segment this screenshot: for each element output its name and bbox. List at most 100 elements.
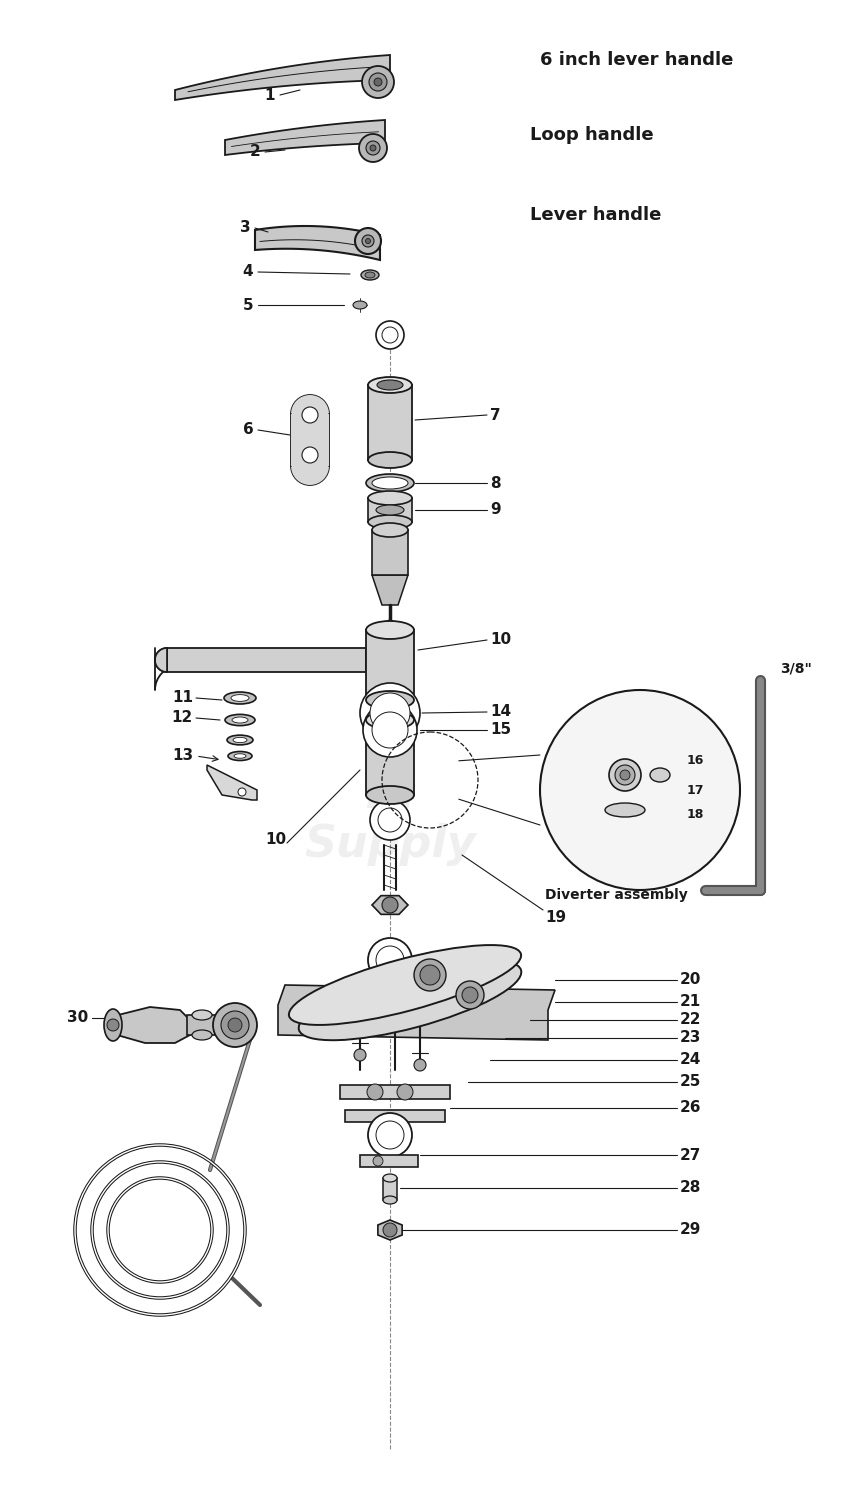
Circle shape bbox=[238, 789, 245, 796]
Circle shape bbox=[396, 1084, 412, 1100]
Ellipse shape bbox=[367, 452, 412, 468]
Bar bbox=[360, 1156, 417, 1167]
Circle shape bbox=[383, 1223, 396, 1238]
Ellipse shape bbox=[353, 301, 366, 309]
Bar bbox=[340, 1085, 450, 1099]
Circle shape bbox=[376, 321, 404, 349]
Text: 23: 23 bbox=[679, 1030, 700, 1045]
Text: 10: 10 bbox=[265, 832, 285, 847]
Ellipse shape bbox=[366, 786, 413, 804]
Polygon shape bbox=[371, 896, 407, 914]
Circle shape bbox=[376, 945, 404, 974]
Circle shape bbox=[608, 759, 640, 792]
Circle shape bbox=[376, 1121, 404, 1150]
Text: 28: 28 bbox=[679, 1181, 700, 1196]
Circle shape bbox=[366, 142, 379, 155]
Circle shape bbox=[413, 1059, 425, 1071]
Text: 10: 10 bbox=[489, 632, 510, 647]
Circle shape bbox=[227, 1018, 242, 1032]
Circle shape bbox=[221, 1011, 249, 1039]
Bar bbox=[366, 720, 413, 795]
Text: 11: 11 bbox=[172, 690, 193, 705]
Text: 16: 16 bbox=[686, 753, 703, 766]
Circle shape bbox=[382, 898, 398, 912]
Text: 25: 25 bbox=[679, 1075, 700, 1090]
Ellipse shape bbox=[371, 523, 407, 537]
Ellipse shape bbox=[366, 620, 413, 640]
Polygon shape bbox=[175, 55, 389, 100]
Text: 7: 7 bbox=[489, 407, 500, 422]
Polygon shape bbox=[110, 1006, 190, 1044]
Ellipse shape bbox=[104, 1009, 122, 1041]
Circle shape bbox=[291, 447, 329, 485]
Polygon shape bbox=[225, 119, 384, 155]
Bar bbox=[371, 529, 407, 576]
Text: 1: 1 bbox=[264, 88, 275, 103]
Ellipse shape bbox=[367, 491, 412, 505]
Ellipse shape bbox=[604, 804, 644, 817]
Polygon shape bbox=[278, 986, 555, 1041]
Bar bbox=[187, 1015, 216, 1035]
Ellipse shape bbox=[366, 474, 413, 492]
Circle shape bbox=[371, 713, 407, 748]
Text: 26: 26 bbox=[679, 1100, 700, 1115]
Circle shape bbox=[462, 987, 477, 1003]
Ellipse shape bbox=[366, 711, 413, 729]
Text: 30: 30 bbox=[66, 1011, 88, 1026]
Ellipse shape bbox=[371, 477, 407, 489]
Circle shape bbox=[619, 769, 630, 780]
Ellipse shape bbox=[377, 380, 402, 391]
Text: 29: 29 bbox=[679, 1223, 700, 1238]
Text: 12: 12 bbox=[171, 711, 193, 726]
Circle shape bbox=[213, 1003, 256, 1047]
Circle shape bbox=[370, 145, 376, 151]
Bar bbox=[366, 631, 413, 699]
Text: 24: 24 bbox=[679, 1053, 700, 1068]
Text: 6 inch lever handle: 6 inch lever handle bbox=[539, 51, 733, 69]
Ellipse shape bbox=[227, 751, 251, 760]
Text: 3/8": 3/8" bbox=[779, 661, 811, 675]
Circle shape bbox=[372, 1156, 383, 1166]
Text: Ki
Supply: Ki Supply bbox=[304, 774, 475, 866]
Bar bbox=[367, 498, 412, 522]
Circle shape bbox=[106, 1018, 119, 1030]
Polygon shape bbox=[255, 227, 379, 259]
Ellipse shape bbox=[360, 270, 378, 280]
Ellipse shape bbox=[383, 1196, 396, 1205]
Text: 5: 5 bbox=[243, 298, 253, 313]
Ellipse shape bbox=[225, 714, 255, 726]
Circle shape bbox=[291, 395, 329, 432]
Text: Lever handle: Lever handle bbox=[529, 206, 660, 224]
Bar bbox=[344, 1109, 445, 1123]
Circle shape bbox=[367, 1112, 412, 1157]
Circle shape bbox=[366, 1084, 383, 1100]
Circle shape bbox=[361, 236, 373, 248]
Bar bbox=[383, 1178, 396, 1200]
Circle shape bbox=[419, 965, 440, 986]
Ellipse shape bbox=[224, 692, 256, 704]
Circle shape bbox=[369, 73, 387, 91]
Ellipse shape bbox=[376, 505, 404, 514]
Bar bbox=[167, 649, 366, 672]
Text: 3: 3 bbox=[239, 221, 250, 236]
Polygon shape bbox=[155, 649, 167, 672]
Text: 18: 18 bbox=[686, 808, 703, 822]
Ellipse shape bbox=[231, 695, 249, 701]
Text: 9: 9 bbox=[489, 502, 500, 517]
Text: 8: 8 bbox=[489, 476, 500, 491]
Ellipse shape bbox=[367, 514, 412, 529]
Circle shape bbox=[363, 702, 417, 757]
Polygon shape bbox=[377, 1220, 401, 1241]
Text: Loop handle: Loop handle bbox=[529, 127, 653, 145]
Circle shape bbox=[361, 66, 394, 98]
Ellipse shape bbox=[192, 1009, 212, 1020]
Text: 27: 27 bbox=[679, 1148, 700, 1163]
Circle shape bbox=[384, 620, 394, 631]
Circle shape bbox=[373, 78, 382, 86]
Circle shape bbox=[370, 801, 410, 839]
Ellipse shape bbox=[233, 754, 245, 759]
Ellipse shape bbox=[366, 690, 413, 710]
Ellipse shape bbox=[227, 735, 253, 746]
Text: 4: 4 bbox=[243, 264, 253, 279]
Ellipse shape bbox=[383, 1173, 396, 1182]
